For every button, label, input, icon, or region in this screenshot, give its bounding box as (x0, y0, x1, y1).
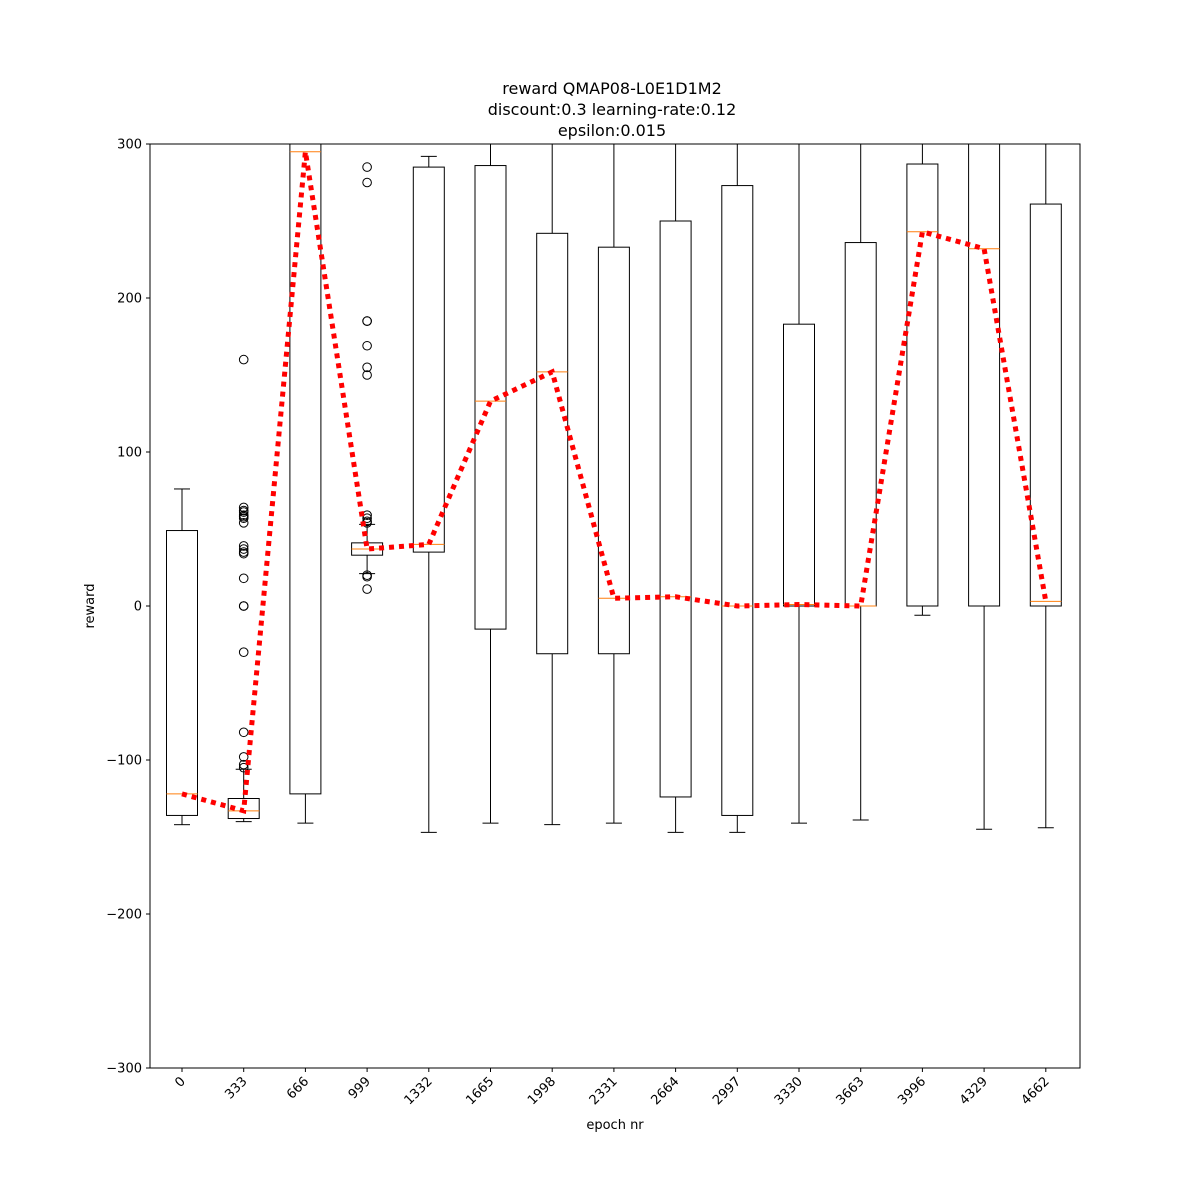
outlier-point (238, 544, 249, 554)
outlier-point (362, 571, 372, 582)
box-iqr (166, 530, 198, 816)
outlier-point (362, 177, 372, 188)
chart-title-line-1: reward QMAP08-L0E1D1M2 (502, 79, 722, 98)
box-0 (166, 488, 198, 826)
box-iqr (659, 220, 692, 798)
box-iqr (412, 166, 445, 553)
y-tick-label: 100 (117, 446, 142, 461)
outlier-point (238, 762, 249, 773)
box-iqr (721, 185, 754, 816)
box-1332 (412, 155, 445, 833)
box-iqr (227, 798, 260, 820)
outlier-point (238, 601, 249, 611)
box-1998 (536, 144, 569, 826)
box-4662 (1029, 144, 1062, 829)
box-iqr (1029, 203, 1062, 607)
box-3663 (844, 144, 877, 821)
y-tick-label: 300 (117, 138, 142, 153)
box-333 (227, 354, 260, 823)
box-iqr (474, 165, 507, 630)
outlier-point (362, 584, 372, 594)
y-axis-label: reward (83, 583, 98, 628)
box-iqr (289, 144, 322, 795)
y-tick-label: −200 (106, 908, 142, 923)
outlier-point (238, 548, 249, 559)
outlier-point (362, 162, 372, 172)
y-tick-label: 0 (134, 600, 142, 615)
axes-frame (149, 143, 1081, 1069)
box-4329 (968, 144, 1001, 830)
box-iqr (968, 144, 1001, 607)
box-1665 (474, 144, 507, 824)
box-iqr (906, 163, 939, 607)
outlier-point (238, 354, 249, 365)
outlier-point (238, 573, 249, 584)
box-2331 (597, 144, 630, 824)
outlier-point (238, 727, 249, 738)
outlier-point (362, 340, 372, 351)
box-iqr (597, 246, 630, 655)
outlier-point (362, 513, 372, 524)
y-tick-label: 200 (117, 292, 142, 307)
box-iqr (536, 232, 569, 655)
outlier-point (238, 502, 249, 513)
plot-clip-group (166, 144, 1062, 833)
outlier-point (238, 541, 249, 551)
y-tick-label: −300 (106, 1062, 142, 1077)
y-tick-label: −100 (106, 754, 142, 769)
box-666 (289, 144, 322, 824)
chart-title-line-2: discount:0.3 learning-rate:0.12 (488, 100, 737, 119)
outlier-point (238, 647, 249, 658)
outlier-point (362, 362, 372, 373)
x-axis-label: epoch nr (586, 1118, 644, 1133)
outlier-point (238, 507, 249, 517)
outlier-point (362, 316, 372, 326)
outlier-point (238, 518, 249, 528)
outlier-point (238, 513, 249, 524)
chart-title-line-3: epsilon:0.015 (558, 121, 666, 140)
outlier-point (238, 752, 249, 762)
outlier-point (362, 370, 372, 380)
box-3996 (906, 144, 939, 616)
